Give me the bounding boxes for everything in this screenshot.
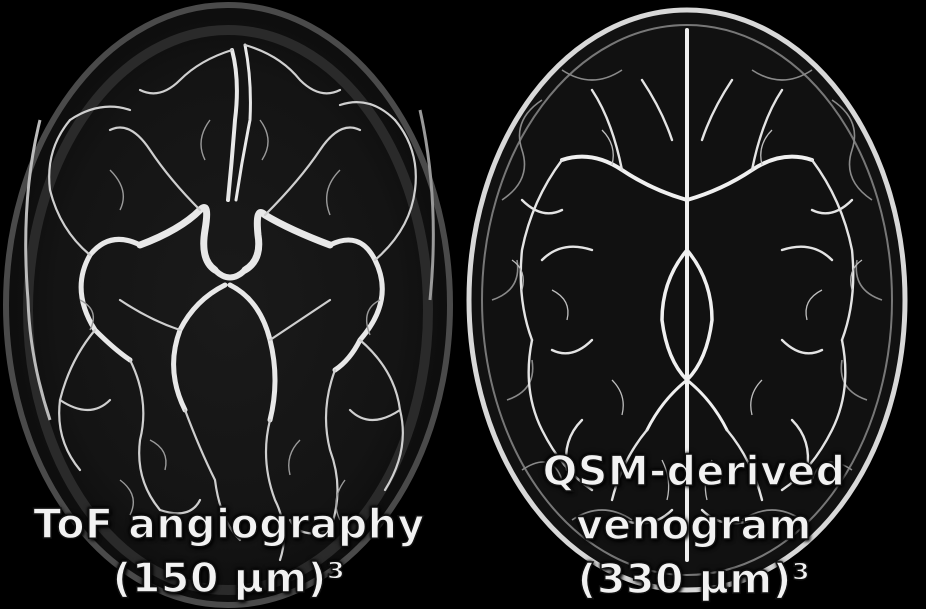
qsm-caption-resolution: (330 µm)³ (577, 554, 811, 604)
qsm-venogram-image (466, 7, 908, 593)
tof-caption: ToF angiography (150 µm)³ (0, 497, 458, 605)
peripheral-arteries (48, 43, 417, 562)
qsm-venogram-panel: QSM-derived venogram (330 µm)³ (462, 0, 926, 609)
tof-angiography-image (3, 2, 453, 608)
fine-vessels (79, 119, 381, 521)
gyral-texture (491, 69, 883, 521)
tof-caption-title: ToF angiography (33, 499, 425, 549)
qsm-caption: QSM-derived venogram (330 µm)³ (462, 444, 926, 606)
qsm-caption-title: QSM-derived (542, 446, 846, 496)
head-outline (3, 2, 453, 608)
tof-angiography-panel: ToF angiography (150 µm)³ (0, 0, 458, 609)
fine-venules (511, 129, 863, 501)
qsm-caption-subtitle: venogram (575, 500, 812, 550)
cortical-veins (519, 78, 855, 525)
tof-caption-resolution: (150 µm)³ (112, 553, 346, 603)
